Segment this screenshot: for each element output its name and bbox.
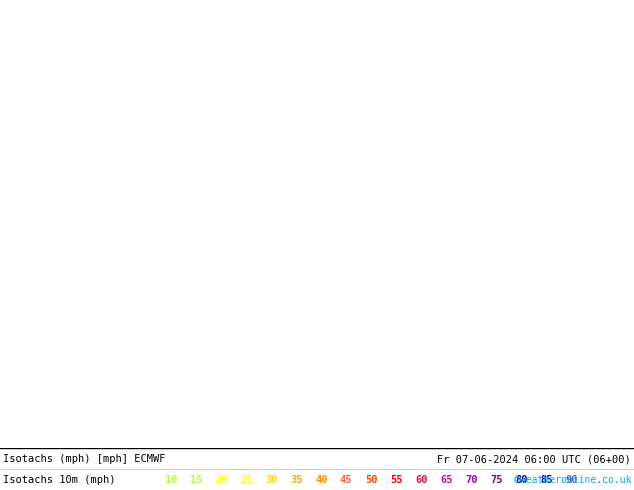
Text: 75: 75 bbox=[490, 475, 503, 485]
Text: Fr 07-06-2024 06:00 UTC (06+00): Fr 07-06-2024 06:00 UTC (06+00) bbox=[437, 454, 631, 465]
Text: 35: 35 bbox=[290, 475, 302, 485]
Text: 30: 30 bbox=[265, 475, 278, 485]
Text: Isotachs (mph) [mph] ECMWF: Isotachs (mph) [mph] ECMWF bbox=[3, 454, 165, 465]
Text: 55: 55 bbox=[390, 475, 403, 485]
Text: ©weatheronline.co.uk: ©weatheronline.co.uk bbox=[514, 475, 631, 485]
Text: 40: 40 bbox=[315, 475, 328, 485]
Text: 25: 25 bbox=[240, 475, 252, 485]
Text: 90: 90 bbox=[565, 475, 578, 485]
Text: 10: 10 bbox=[165, 475, 178, 485]
Text: 45: 45 bbox=[340, 475, 353, 485]
Text: 85: 85 bbox=[540, 475, 552, 485]
Text: 70: 70 bbox=[465, 475, 477, 485]
Text: 50: 50 bbox=[365, 475, 377, 485]
Text: 15: 15 bbox=[190, 475, 202, 485]
Text: 65: 65 bbox=[440, 475, 453, 485]
Text: 20: 20 bbox=[215, 475, 228, 485]
Text: Isotachs 10m (mph): Isotachs 10m (mph) bbox=[3, 475, 115, 485]
Text: 80: 80 bbox=[515, 475, 527, 485]
Text: 60: 60 bbox=[415, 475, 427, 485]
